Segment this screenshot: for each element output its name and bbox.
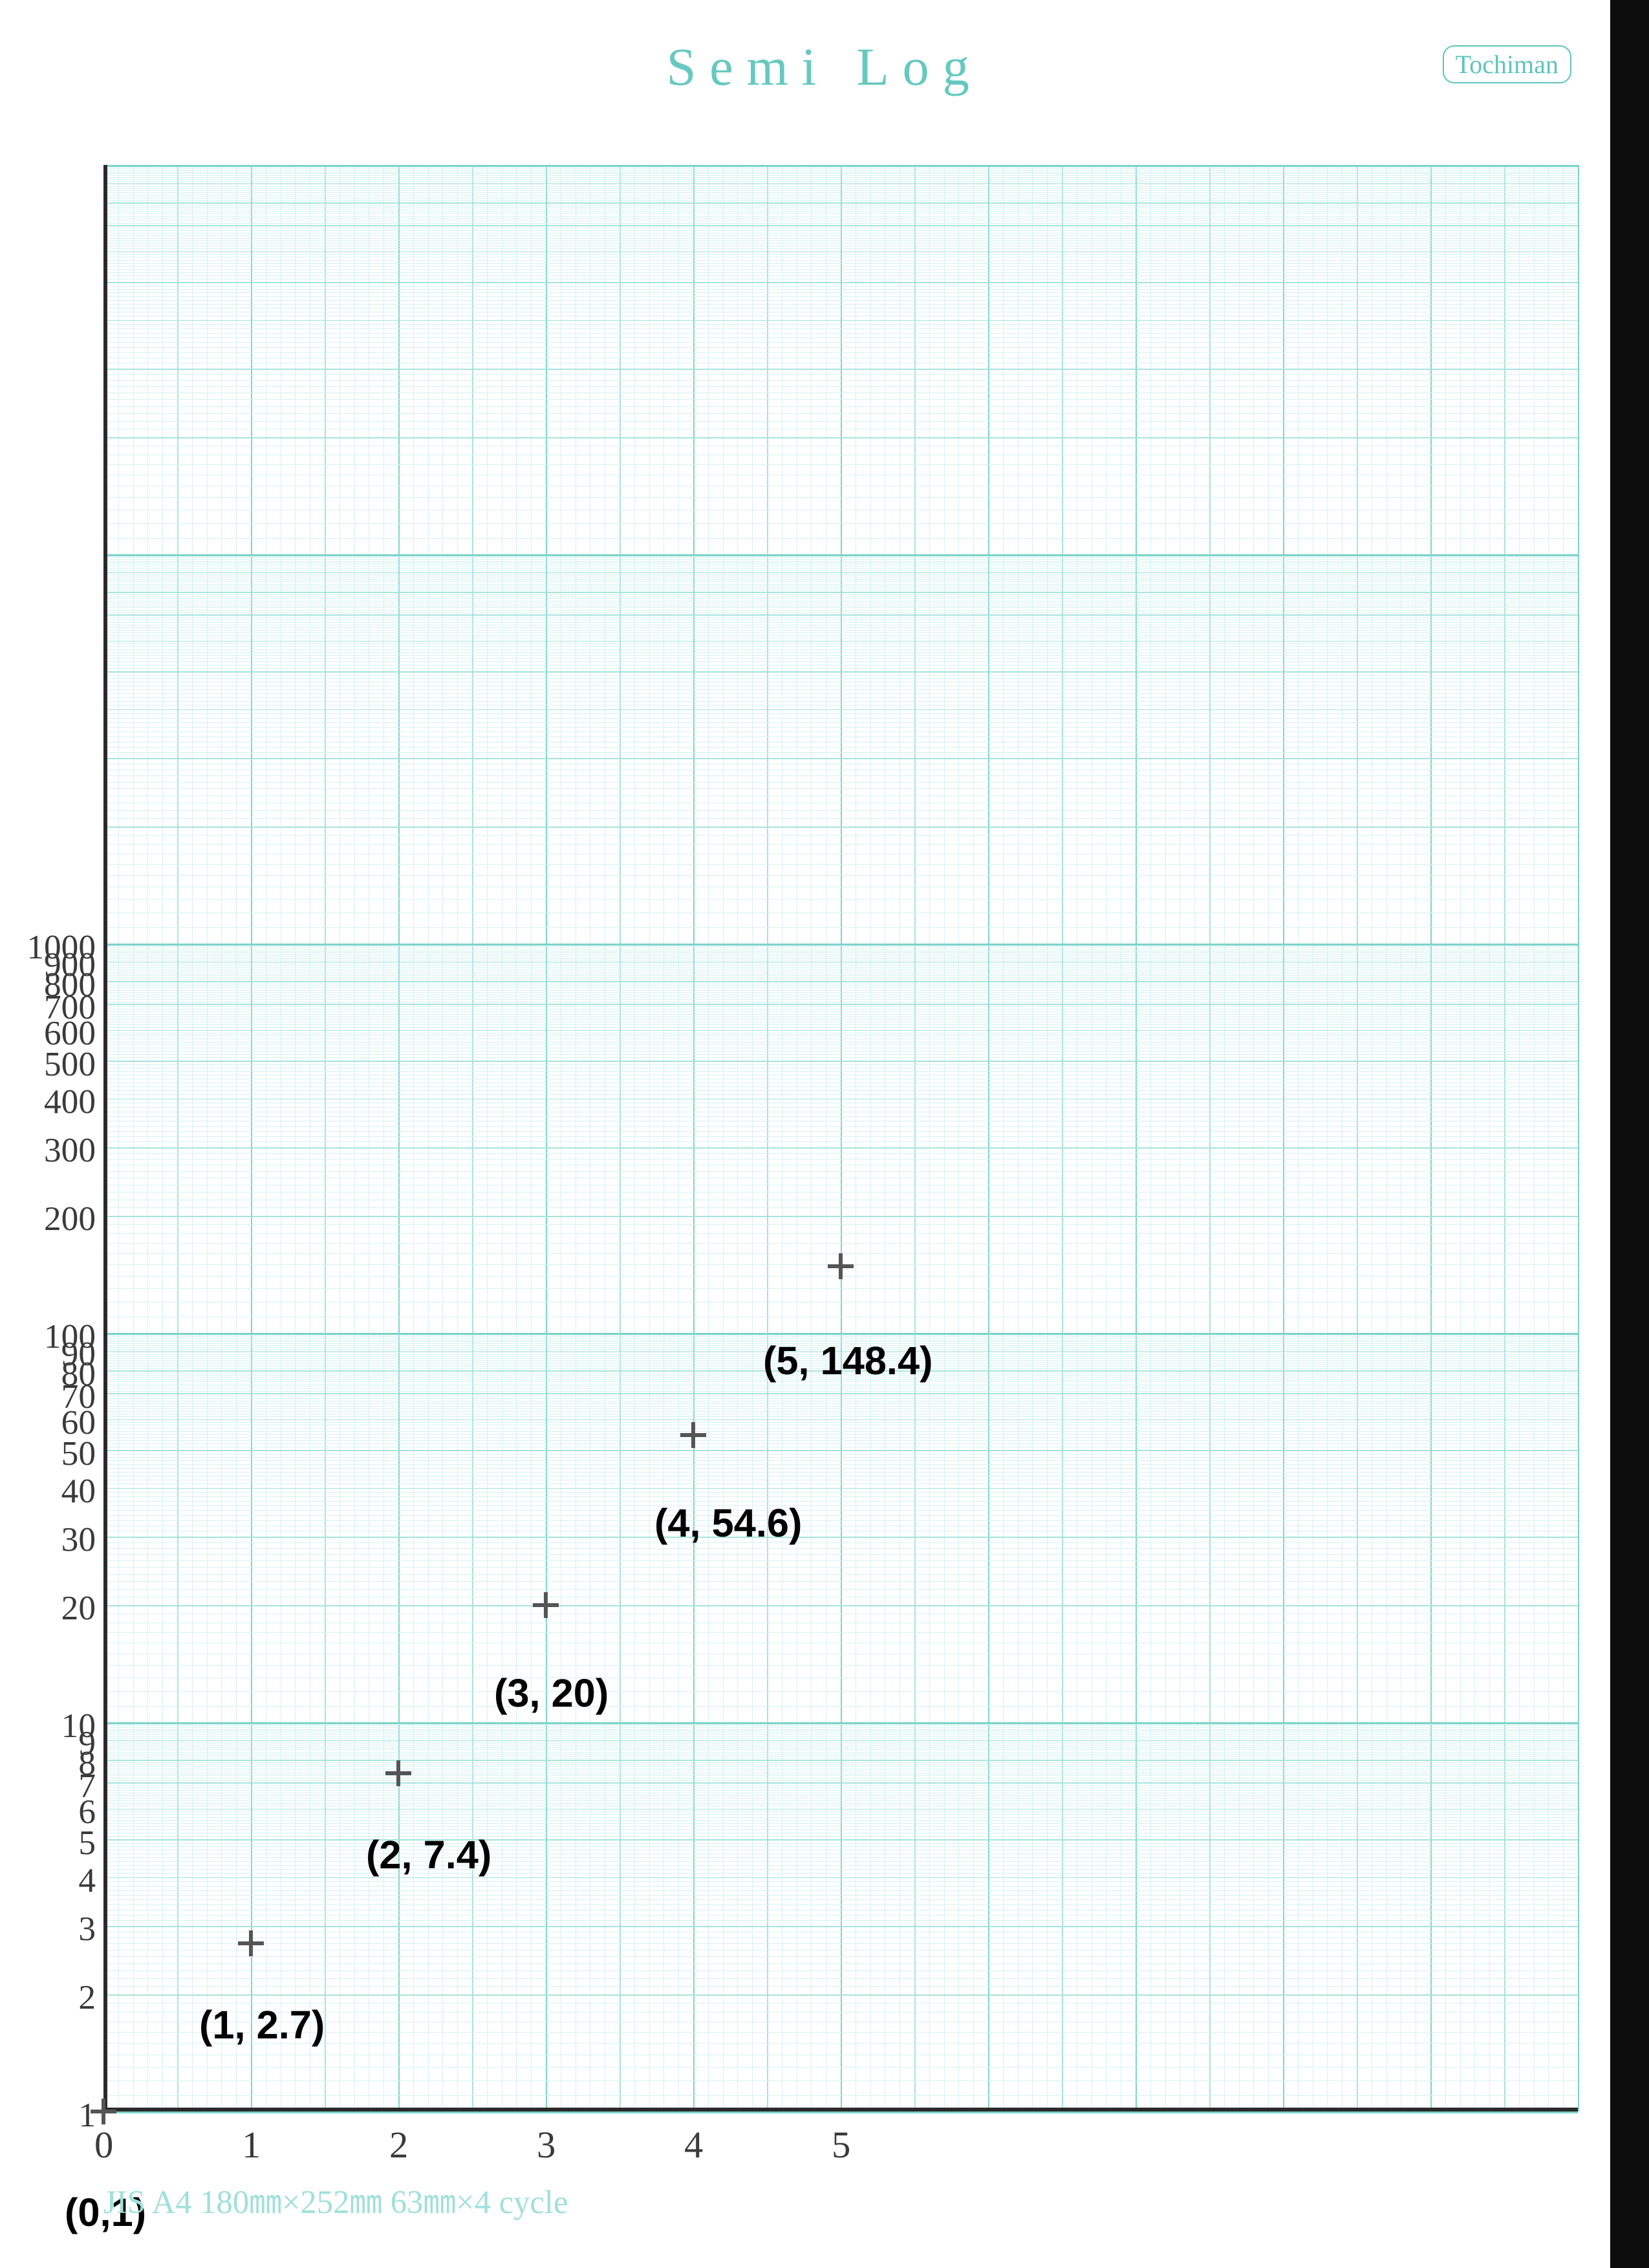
y-tick-label: 100	[44, 1316, 96, 1356]
x-tick-label: 1	[242, 2123, 261, 2166]
x-tick-label: 4	[684, 2123, 703, 2166]
y-tick-label: 400	[44, 1081, 96, 1121]
y-tick-label: 3	[78, 1908, 96, 1949]
y-tick-label: 30	[61, 1519, 96, 1559]
y-tick-label: 2	[78, 1977, 96, 2017]
x-axis-line	[103, 2108, 1578, 2111]
x-tick-label: 5	[832, 2123, 850, 2166]
data-point-marker	[533, 1592, 559, 1618]
data-point-marker	[385, 1760, 411, 1786]
data-point-marker	[680, 1422, 706, 1448]
y-tick-label: 20	[61, 1588, 96, 1628]
data-point-marker	[828, 1253, 854, 1279]
data-point-marker	[238, 1930, 264, 1956]
y-tick-label: 300	[44, 1130, 96, 1170]
semilog-plot: (0,1)(1, 2.7)(2, 7.4)(3, 20)(4, 54.6)(5,…	[103, 165, 1578, 2111]
x-tick-label: 3	[537, 2123, 555, 2166]
y-tick-label: 200	[44, 1198, 96, 1238]
paper-spec-footer: JIS A4 180㎜×252㎜ 63㎜×4 cycle	[103, 2175, 568, 2223]
data-point-label: (5, 148.4)	[763, 1337, 933, 1383]
y-tick-label: 40	[61, 1471, 96, 1511]
y-tick-label: 1000	[27, 927, 96, 967]
data-point-label: (1, 2.7)	[199, 2002, 325, 2047]
x-tick-label: 2	[389, 2123, 408, 2166]
page-title: Semi Log	[0, 36, 1649, 98]
y-axis-line	[103, 165, 107, 2111]
y-tick-label: 4	[78, 1860, 96, 1900]
y-tick-label: 10	[61, 1705, 96, 1745]
x-tick-label: 0	[94, 2123, 113, 2166]
scan-edge-shadow	[1610, 0, 1649, 2268]
y-tick-label: 1	[78, 2095, 96, 2135]
data-point-label: (2, 7.4)	[366, 1831, 491, 1877]
brand-badge: Tochiman	[1443, 45, 1571, 83]
data-point-label: (3, 20)	[494, 1670, 609, 1716]
data-point-label: (4, 54.6)	[654, 1500, 802, 1546]
